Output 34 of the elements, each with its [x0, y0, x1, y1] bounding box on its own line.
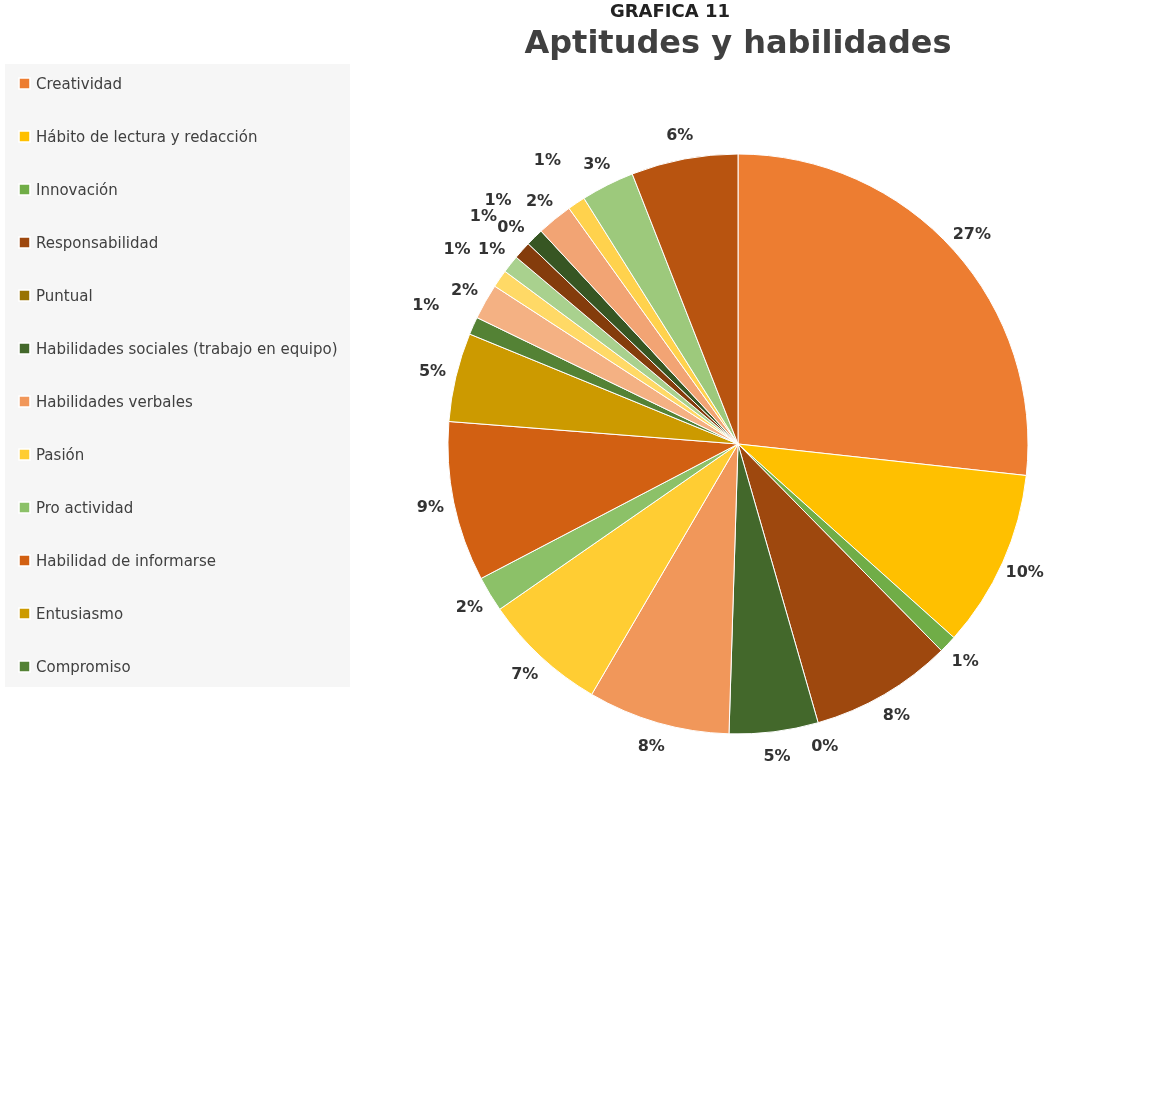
legend-label: Responsabilidad: [36, 233, 159, 252]
data-label: 1%: [443, 239, 471, 259]
data-label: 2%: [455, 596, 483, 616]
chart-title: Aptitudes y habilidades: [524, 23, 952, 61]
text: 0%: [497, 217, 525, 237]
legend-label: Habilidades sociales (trabajo en equipo): [36, 339, 338, 358]
legend-label: Innovación: [36, 180, 118, 199]
data-label: 5%: [418, 361, 447, 381]
text: 0%: [811, 735, 839, 755]
legend-label: Hábito de lectura y redacción: [36, 127, 258, 146]
legend-label: Habilidades verbales: [36, 392, 193, 411]
data-label: 6%: [666, 125, 694, 145]
data-label: 1%: [951, 650, 979, 670]
data-label: 9%: [416, 497, 444, 517]
data-label: 27%: [952, 224, 991, 244]
data-label: 1%: [533, 150, 562, 170]
legend-label: Creatividad: [36, 74, 123, 93]
legend-label: Puntual: [36, 286, 93, 305]
data-label: 1%: [478, 239, 506, 259]
legend-label: Pro actividad: [36, 498, 134, 517]
legend-label: Compromiso: [36, 657, 131, 676]
text: GRAFICA 11: [609, 0, 731, 22]
data-label: 3%: [583, 153, 611, 173]
data-label: 8%: [637, 735, 665, 755]
data-label: 8%: [882, 705, 910, 725]
data-label: 5%: [763, 745, 791, 765]
legend-label: Pasión: [36, 445, 85, 464]
data-label: 1%: [412, 294, 440, 314]
data-label: 7%: [511, 664, 539, 684]
legend-label: Habilidad de informarse: [36, 551, 217, 570]
data-label: 2%: [450, 279, 479, 299]
data-label: 10%: [1005, 562, 1044, 582]
legend-label: Entusiasmo: [36, 604, 124, 623]
data-label: 2%: [525, 190, 554, 210]
